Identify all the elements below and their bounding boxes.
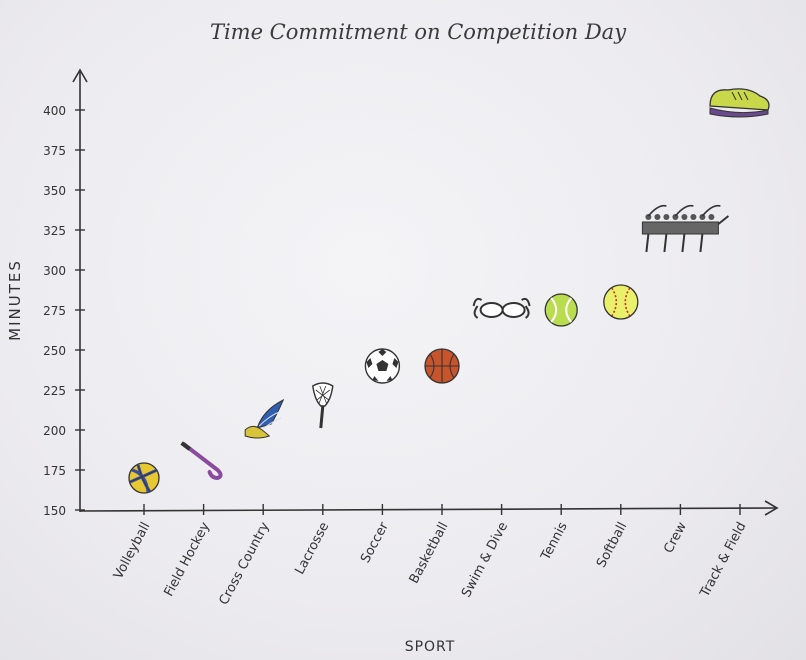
x-tick-label: Softball: [594, 520, 630, 570]
chart-title: Time Commitment on Competition Day: [210, 20, 627, 44]
x-tick-label: Swim & Dive: [459, 520, 511, 600]
lacrosse-stick-icon: [312, 382, 334, 429]
y-ticks: 150 175 200 225 250 275 300 325 350 375 400: [43, 104, 85, 518]
data-markers: [128, 88, 770, 494]
y-tick-label: 400: [43, 104, 66, 118]
y-tick-label: 225: [43, 384, 66, 398]
soccer-ball-icon: [364, 348, 401, 384]
x-tick-label: Crew: [661, 520, 690, 556]
x-tick-label: Volleyball: [111, 520, 153, 582]
y-tick-label: 325: [43, 224, 66, 238]
crew-boat-icon: [641, 204, 730, 253]
x-tick-label: Tennis: [538, 520, 571, 564]
y-tick-label: 175: [43, 464, 66, 478]
x-axis: [79, 500, 779, 516]
y-tick-label: 250: [43, 344, 66, 358]
x-tick-label: Track & Field: [697, 520, 749, 601]
y-tick-label: 275: [43, 304, 66, 318]
x-ticks: Volleyball Field Hockey Cross Country Lacro…: [111, 504, 750, 608]
x-tick-label: Soccer: [358, 519, 392, 565]
tennis-ball-icon: [544, 293, 578, 327]
y-tick-label: 375: [43, 144, 66, 158]
y-tick-label: 300: [43, 264, 66, 278]
volleyball-icon: [128, 462, 160, 494]
y-tick-label: 150: [43, 504, 66, 518]
y-tick-label: 200: [43, 424, 66, 438]
field-hockey-stick-icon: [180, 441, 223, 481]
x-tick-label: Basketball: [407, 520, 452, 586]
softball-icon: [603, 284, 639, 320]
x-tick-label: Lacrosse: [292, 520, 332, 577]
x-tick-label: Cross Country: [217, 520, 273, 608]
basketball-icon: [424, 348, 460, 384]
x-tick-label: Field Hockey: [161, 520, 213, 600]
y-axis: [72, 68, 88, 512]
track-shoe-icon: [709, 88, 770, 118]
winged-shoe-icon: [244, 398, 285, 439]
y-tick-label: 350: [43, 184, 66, 198]
swim-goggles-icon: [472, 297, 531, 319]
y-axis-label: MINUTES: [6, 259, 24, 341]
x-axis-label: SPORT: [405, 639, 456, 655]
